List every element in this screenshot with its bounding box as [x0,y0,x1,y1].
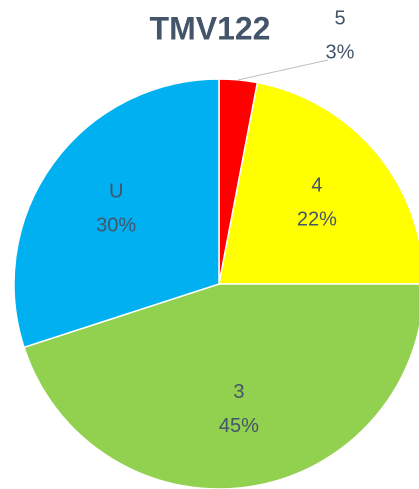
pie-slice [218,81,419,285]
chart-title: TMV122 [150,10,271,46]
leader-line [238,59,329,81]
slice-category-label: 4 [311,174,322,196]
slice-value-label: 3% [326,41,355,63]
slice-category-label: 5 [334,7,345,29]
slice-category-label: 3 [233,381,244,403]
slice-value-label: 22% [297,208,337,230]
slice-value-label: 45% [219,415,259,437]
pie-slice [23,283,419,489]
slice-category-label: U [109,181,123,203]
pie-slice [13,78,220,349]
slice-value-label: 30% [96,215,136,237]
